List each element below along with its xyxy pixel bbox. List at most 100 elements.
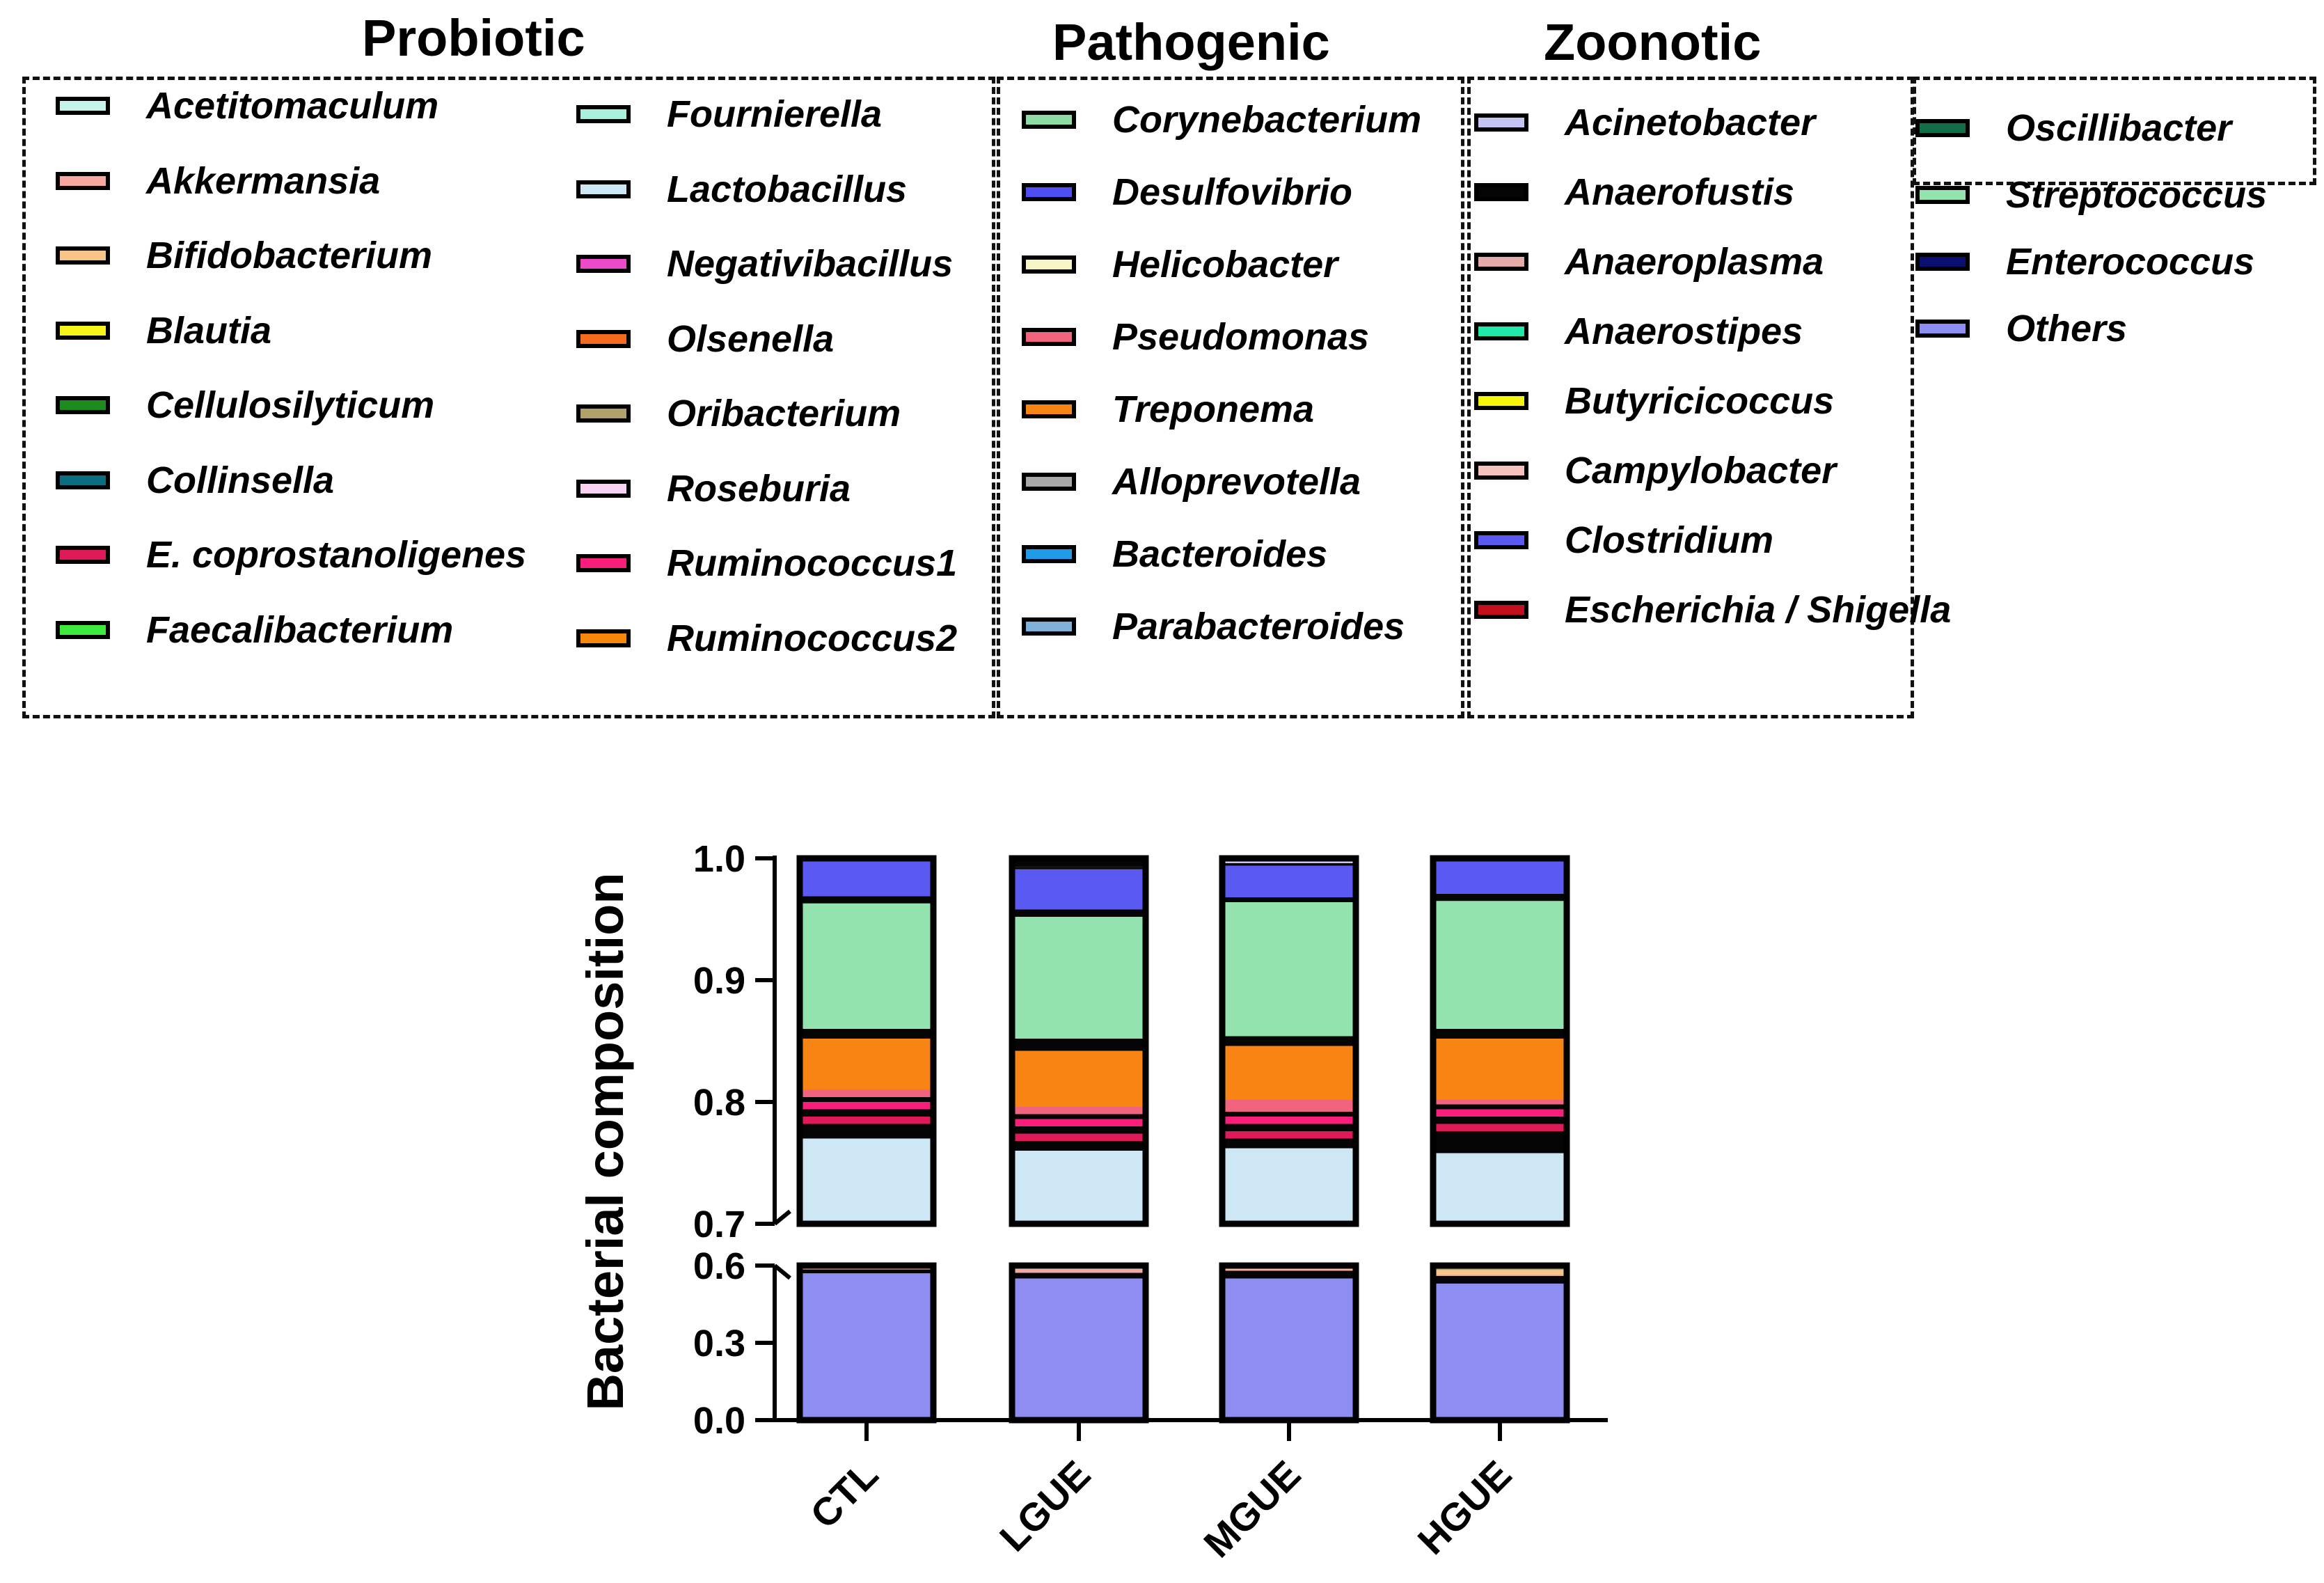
legend-label: Roseburia [667, 467, 851, 510]
legend-swatch [576, 404, 631, 423]
bar-segment [800, 1269, 933, 1274]
bar-segment [1012, 1107, 1146, 1115]
legend-item-faecalibacterium: Faecalibacterium [56, 609, 453, 651]
legend-item-acetitomaculum: Acetitomaculum [56, 85, 438, 127]
bar-segment [1433, 1275, 1567, 1284]
legend-item-e-coprostanoligenes: E. coprostanoligenes [56, 534, 526, 576]
legend-label: Enterococcus [2006, 241, 2255, 283]
bar-outline-upper [1219, 855, 1359, 1227]
legend-item-lactobacillus: Lactobacillus [576, 168, 907, 210]
legend-label: Pseudomonas [1112, 316, 1370, 358]
bar-segment [1222, 1036, 1356, 1046]
bar-segment [1433, 1039, 1567, 1100]
legend-swatch [56, 246, 110, 265]
y-tick-label: 0.7 [693, 1204, 745, 1245]
legend-swatch [56, 171, 110, 190]
legend-item-pseudomonas: Pseudomonas [1022, 316, 1369, 358]
legend-swatch [1474, 601, 1528, 619]
legend-item-anaerostipes: Anaerostipes [1474, 310, 1803, 352]
legend-swatch [1474, 531, 1528, 549]
legend-swatch [1022, 255, 1076, 274]
bar-segment [1222, 1268, 1356, 1270]
zoonotic-legend-box [1467, 77, 1914, 718]
bar-segment [1222, 1117, 1356, 1124]
pathogenic-legend-box [997, 77, 1464, 718]
bar-segment [800, 896, 933, 904]
legend-label: Acinetobacter [1565, 102, 1816, 143]
legend-item-fournierella: Fournierella [576, 93, 882, 135]
legend-item-blautia: Blautia [56, 310, 271, 352]
bar-segment [1012, 1039, 1146, 1051]
bar-segment [1012, 1278, 1146, 1420]
legend-swatch [1474, 113, 1528, 132]
legend-swatch [1474, 253, 1528, 271]
bar-segment [1222, 902, 1356, 1037]
bar-segment [800, 1273, 933, 1420]
legend-label: Olsenella [667, 317, 835, 360]
legend-swatch [1022, 617, 1076, 636]
probiotic-legend-box [22, 77, 995, 718]
bar-segment [1433, 1283, 1567, 1420]
legend-label: Helicobacter [1112, 244, 1338, 285]
bar-segment [1433, 1109, 1567, 1117]
legend-swatch [1022, 183, 1076, 201]
legend-swatch [56, 546, 110, 564]
legend-item-oscillibacter: Oscillibacter [1915, 107, 2231, 149]
y-tick-label: 0.9 [693, 960, 745, 1002]
legend-swatch [576, 105, 631, 123]
legend-label: Ruminococcus1 [667, 542, 958, 584]
legend-item-enterococcus: Enterococcus [1915, 241, 2254, 283]
legend-swatch [576, 554, 631, 572]
legend-item-escherichia-shigella: Escherichia / Shigella [1474, 589, 1951, 631]
bar-outline-upper [1430, 855, 1570, 1227]
legend-label: Oribacterium [667, 393, 901, 434]
y-axis-title: Bacterial composition [576, 872, 634, 1410]
legend-label: Lactobacillus [667, 168, 908, 210]
bar-segment [800, 1089, 933, 1097]
bar-segment [1012, 1141, 1146, 1151]
bar-segment [800, 1039, 933, 1090]
bar-segment [1433, 1274, 1567, 1276]
y-tick-label: 1.0 [693, 838, 745, 880]
bar-segment [1433, 1099, 1567, 1105]
legend-label: Corynebacterium [1112, 99, 1422, 141]
legend-label: Cellulosilyticum [146, 384, 435, 426]
legend-item-bacteroides: Bacteroides [1022, 533, 1327, 575]
legend-item-ruminococcus2: Ruminococcus2 [576, 617, 957, 659]
legend-item-anaeroplasma: Anaeroplasma [1474, 241, 1824, 283]
bar-segment [800, 1029, 933, 1039]
bar-segment [1222, 1278, 1356, 1420]
bar-segment [1222, 863, 1356, 866]
legend-item-desulfovibrio: Desulfovibrio [1022, 171, 1352, 213]
bar-segment [1433, 858, 1567, 894]
bar-segment [1222, 1099, 1356, 1112]
bar-segment [800, 1124, 933, 1139]
bar-segment [1433, 1117, 1567, 1124]
bar-segment [800, 1138, 933, 1224]
legend-label: Anaerofustis [1565, 171, 1795, 213]
pathogenic-title: Pathogenic [1052, 13, 1330, 71]
legend-label: Escherichia / Shigella [1565, 589, 1952, 631]
legend-swatch [1022, 473, 1076, 491]
bar-segment [1433, 893, 1567, 901]
legend-item-olsenella: Olsenella [576, 318, 834, 360]
legend-item-anaerofustis: Anaerofustis [1474, 171, 1794, 213]
bar-segment [1222, 865, 1356, 897]
bar-segment [1222, 1046, 1356, 1100]
bar-segment [800, 1117, 933, 1124]
legend-item-helicobacter: Helicobacter [1022, 244, 1338, 285]
legend-swatch [576, 255, 631, 273]
bar-segment [1012, 1126, 1146, 1134]
legend-label: Clostridium [1565, 519, 1774, 561]
bar-segment [1222, 1124, 1356, 1131]
legend-swatch [1022, 545, 1076, 563]
legend-swatch [1474, 392, 1528, 410]
legend-swatch [576, 629, 631, 647]
legend-label: E. coprostanoligenes [146, 534, 527, 576]
legend-swatch [1474, 462, 1528, 480]
legend-swatch [1915, 320, 1970, 338]
bar-segment [1222, 1269, 1356, 1271]
probiotic-title: Probiotic [362, 9, 585, 67]
bar-segment [1433, 1131, 1567, 1153]
